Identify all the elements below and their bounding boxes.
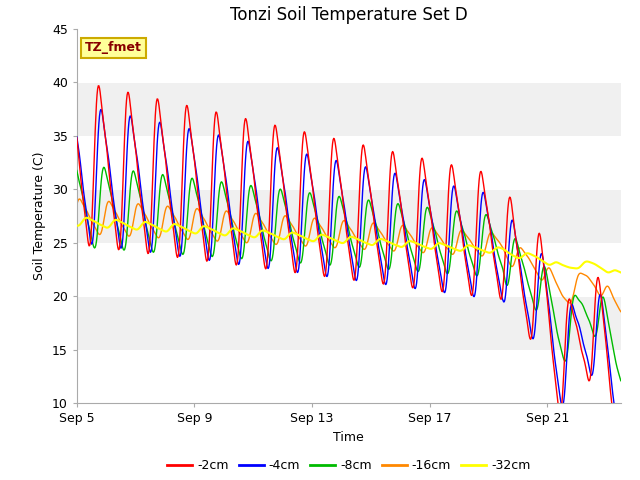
Text: TZ_fmet: TZ_fmet xyxy=(85,41,142,54)
Bar xyxy=(77,29,621,82)
Legend: -2cm, -4cm, -8cm, -16cm, -32cm: -2cm, -4cm, -8cm, -16cm, -32cm xyxy=(162,455,536,478)
Bar xyxy=(77,82,621,136)
Title: Tonzi Soil Temperature Set D: Tonzi Soil Temperature Set D xyxy=(230,6,468,24)
Bar xyxy=(77,243,621,296)
Bar xyxy=(77,350,621,403)
X-axis label: Time: Time xyxy=(333,431,364,444)
Bar xyxy=(77,296,621,350)
Bar xyxy=(77,136,621,189)
Bar xyxy=(77,189,621,243)
Y-axis label: Soil Temperature (C): Soil Temperature (C) xyxy=(33,152,46,280)
